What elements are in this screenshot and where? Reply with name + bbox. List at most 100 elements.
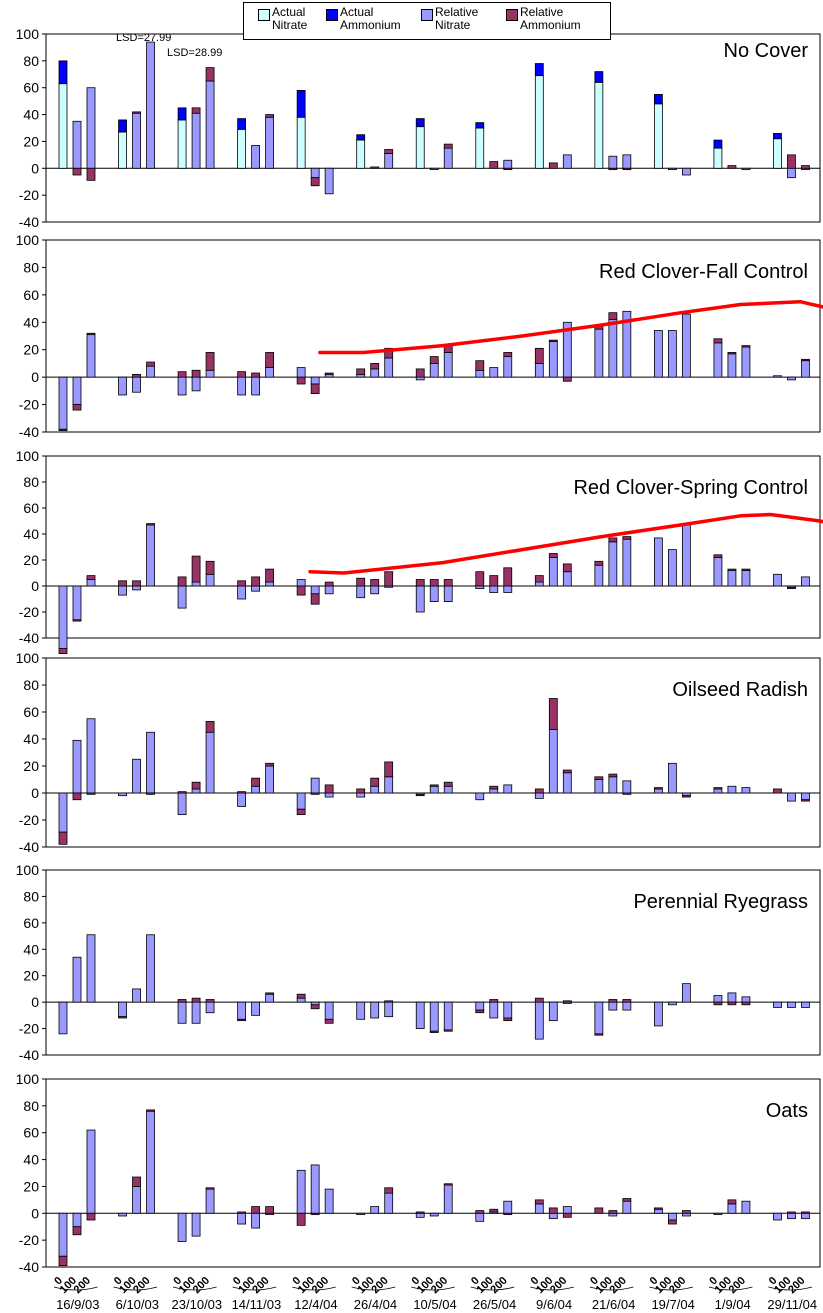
bar-ammonium bbox=[58, 831, 68, 845]
bar-ammonium bbox=[310, 1212, 320, 1216]
bar-ammonium bbox=[622, 792, 632, 795]
bar-ammonium bbox=[58, 1255, 68, 1267]
bar-ammonium bbox=[146, 523, 155, 526]
bar-ammonium bbox=[681, 1210, 691, 1214]
y-tick-label: 80 bbox=[23, 1098, 39, 1114]
bar-nitrate bbox=[146, 934, 155, 1003]
bar-nitrate bbox=[622, 154, 632, 169]
bar-ammonium bbox=[296, 1212, 306, 1226]
bar-nitrate bbox=[310, 1164, 320, 1214]
x-rate-label: 200 bbox=[310, 1275, 331, 1296]
bar-nitrate bbox=[475, 792, 485, 801]
bar-ammonium bbox=[58, 428, 68, 432]
bar-nitrate bbox=[205, 731, 215, 794]
bar-ammonium bbox=[489, 1208, 499, 1213]
bar-nitrate bbox=[801, 792, 810, 801]
bar-nitrate bbox=[681, 792, 691, 797]
bar-nitrate bbox=[205, 369, 215, 378]
x-rate-label: 200 bbox=[191, 1275, 212, 1296]
bar-nitrate bbox=[384, 357, 394, 378]
chart-title: Perennial Ryegrass bbox=[633, 891, 808, 913]
bar-ammonium bbox=[237, 1018, 247, 1022]
bar-nitrate bbox=[787, 1001, 796, 1008]
bar-nitrate bbox=[503, 1001, 513, 1019]
bar-ammonium bbox=[86, 792, 96, 795]
bar-ammonium bbox=[415, 368, 425, 378]
bar-nitrate bbox=[237, 792, 247, 807]
bar-nitrate bbox=[265, 367, 275, 378]
bar-ammonium bbox=[429, 579, 439, 587]
bar-ammonium bbox=[741, 568, 751, 571]
bar-nitrate bbox=[72, 120, 82, 169]
bar-ammonium bbox=[310, 792, 320, 795]
bar-ammonium bbox=[296, 808, 306, 816]
bar-ammonium bbox=[296, 993, 306, 999]
bar-ammonium bbox=[475, 360, 485, 371]
bar-nitrate bbox=[653, 103, 663, 169]
bar-ammonium bbox=[503, 352, 513, 357]
bar-ammonium bbox=[489, 161, 499, 169]
bar-nitrate bbox=[562, 772, 572, 794]
bar-nitrate bbox=[608, 1212, 618, 1217]
bar-nitrate bbox=[296, 579, 306, 587]
bar-nitrate bbox=[415, 376, 425, 381]
bar-ammonium bbox=[741, 1001, 751, 1006]
bar-nitrate bbox=[310, 376, 320, 385]
bar-ammonium bbox=[443, 1183, 453, 1186]
bar-nitrate bbox=[58, 83, 68, 169]
bar-ammonium bbox=[415, 118, 425, 128]
bar-nitrate bbox=[177, 1212, 187, 1242]
bar-ammonium bbox=[489, 999, 499, 1003]
bar-nitrate bbox=[801, 360, 810, 378]
bar-ammonium bbox=[653, 787, 663, 790]
bar-nitrate bbox=[370, 785, 380, 794]
bar-ammonium bbox=[562, 1212, 572, 1218]
bar-nitrate bbox=[475, 1212, 485, 1222]
bar-nitrate bbox=[296, 116, 306, 169]
bar-nitrate bbox=[727, 353, 737, 378]
bar-nitrate bbox=[429, 1212, 439, 1217]
bar-ammonium bbox=[132, 373, 141, 378]
bar-ammonium bbox=[310, 383, 320, 395]
bar-ammonium bbox=[667, 1219, 677, 1225]
bar-ammonium bbox=[475, 122, 485, 129]
plot-area-3 bbox=[45, 455, 821, 639]
plot-area-6 bbox=[45, 1078, 821, 1268]
bar-ammonium bbox=[503, 1212, 513, 1216]
legend-label-line1: Relative bbox=[435, 5, 479, 19]
bar-nitrate bbox=[356, 1212, 366, 1216]
x-date-label: 26/5/04 bbox=[473, 1297, 516, 1312]
bar-ammonium bbox=[801, 358, 810, 362]
bar-nitrate bbox=[787, 792, 796, 802]
bar-ammonium bbox=[384, 149, 394, 154]
y-tick-label: -40 bbox=[19, 839, 39, 855]
bar-ammonium bbox=[787, 154, 796, 169]
bar-ammonium bbox=[503, 167, 513, 171]
legend-swatch-relative-ammonium bbox=[506, 9, 518, 21]
x-rate-label: 200 bbox=[429, 1275, 450, 1296]
legend-label-line1: Actual bbox=[340, 5, 374, 19]
bar-ammonium bbox=[251, 777, 261, 787]
bar-nitrate bbox=[237, 376, 247, 396]
bar-nitrate bbox=[667, 549, 677, 587]
bar-ammonium bbox=[608, 537, 618, 543]
bar-nitrate bbox=[608, 319, 618, 378]
bar-nitrate bbox=[653, 1001, 663, 1027]
x-date-label: 9/6/04 bbox=[536, 1297, 572, 1312]
bar-nitrate bbox=[741, 167, 751, 171]
x-rate-label: 200 bbox=[72, 1275, 93, 1296]
bar-nitrate bbox=[667, 762, 677, 794]
bar-nitrate bbox=[72, 956, 82, 1003]
bar-ammonium bbox=[265, 1206, 275, 1214]
bar-nitrate bbox=[489, 367, 499, 378]
x-rate-label: 200 bbox=[488, 1275, 509, 1296]
bar-ammonium bbox=[384, 347, 394, 359]
bar-nitrate bbox=[713, 788, 723, 794]
bar-nitrate bbox=[773, 573, 782, 587]
bar-ammonium bbox=[384, 1187, 394, 1194]
bar-nitrate bbox=[534, 1001, 544, 1040]
lsd-annotation: LSD=27.99 bbox=[116, 32, 171, 44]
bar-nitrate bbox=[296, 792, 306, 810]
bar-nitrate bbox=[773, 138, 782, 169]
